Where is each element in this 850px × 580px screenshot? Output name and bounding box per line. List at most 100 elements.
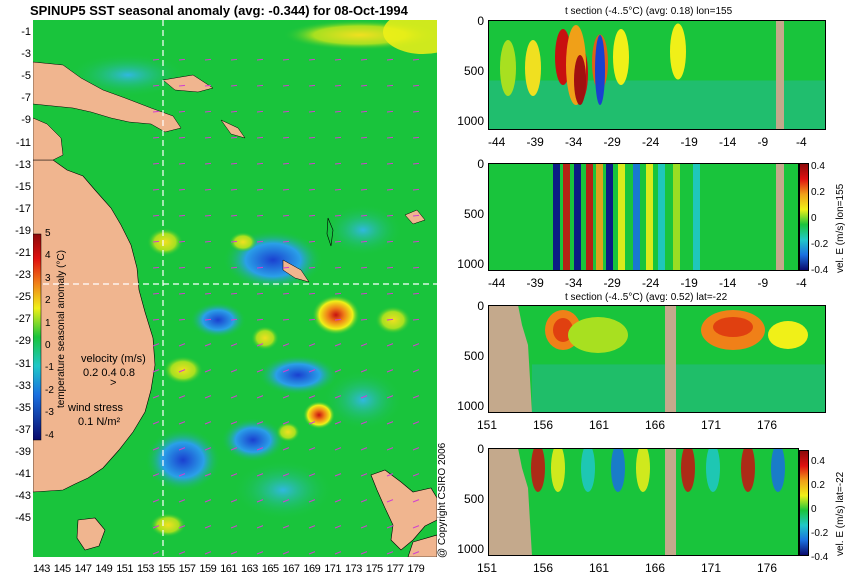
wind-vector — [412, 162, 420, 165]
wind-vector — [386, 240, 394, 243]
wind-vector — [256, 84, 264, 87]
velocity-band — [563, 163, 570, 271]
wind-vector — [204, 292, 212, 295]
wind-vector — [282, 551, 290, 555]
map-x-tick: 155 — [157, 563, 175, 575]
wind-vector — [282, 136, 290, 139]
wind-vector — [386, 343, 394, 347]
wind-vector — [412, 240, 420, 243]
wind-vector — [230, 292, 238, 295]
map-y-tick: -29 — [15, 335, 31, 348]
map-y-tick: -31 — [15, 357, 31, 370]
wind-vector — [152, 421, 160, 425]
velocity-colorbar-tick: -0.4 — [811, 265, 829, 276]
wind-vector — [256, 447, 264, 451]
wind-vector — [178, 162, 186, 165]
section-x-tick: -39 — [526, 276, 544, 290]
warm-anomaly — [768, 321, 808, 349]
wind-vector — [204, 214, 212, 217]
wind-vector — [334, 266, 342, 269]
wind-vector — [152, 318, 160, 321]
section-y-tick: 1000 — [457, 114, 484, 128]
wind-vector — [334, 292, 342, 295]
wind-vector — [230, 395, 238, 399]
map-y-tick: -27 — [15, 313, 31, 326]
map-x-tick: 177 — [386, 563, 404, 575]
wind-vector — [282, 162, 290, 165]
wind-vector — [178, 525, 186, 529]
wind-vector — [256, 58, 264, 61]
wind-vector — [282, 292, 290, 295]
wind-vector — [412, 84, 420, 87]
section-land — [665, 448, 676, 556]
wind-vector — [412, 292, 420, 295]
velocity-colorbar-tick: 0 — [811, 504, 817, 515]
wind-vector — [152, 84, 160, 87]
wind-vector — [152, 110, 160, 113]
wind-vector — [178, 395, 186, 399]
map-y-tick: -11 — [15, 136, 31, 149]
map-y-tick: -19 — [15, 224, 31, 237]
section-x-tick: 156 — [533, 418, 554, 432]
wind-vector — [334, 395, 342, 399]
map-y-tick: -13 — [15, 158, 31, 171]
map-x-tick: 169 — [303, 563, 321, 575]
wind-vector — [282, 188, 290, 191]
wind-vector — [204, 369, 212, 373]
wind-vector — [152, 551, 160, 555]
wind-vector — [256, 188, 264, 191]
wind-vector — [360, 110, 368, 113]
wind-vector — [282, 214, 290, 217]
wind-vector — [256, 214, 264, 217]
wind-vector — [204, 395, 212, 399]
wind-vector — [256, 292, 264, 295]
colorbar-tick: 3 — [45, 272, 51, 284]
wind-vector — [256, 162, 264, 165]
section-y-tick: 1000 — [457, 257, 484, 271]
section-y-tick: 1000 — [457, 399, 484, 413]
velocity-band — [771, 448, 785, 492]
wind-vector — [178, 551, 186, 555]
section-x-tick: -24 — [642, 135, 660, 149]
colorbar-tick: 5 — [45, 228, 51, 239]
wind-vector — [334, 214, 342, 217]
section-x-tick: -14 — [719, 135, 737, 149]
wind-vector — [152, 188, 160, 191]
wind-vector — [308, 188, 316, 191]
wind-vector — [412, 110, 420, 113]
wind-vector — [178, 266, 186, 269]
wind-vector — [360, 473, 368, 477]
section-frame — [488, 20, 826, 130]
velocity-band — [681, 448, 695, 492]
section4-colorbar-label: vel. E (m/s) lat=-22 — [835, 471, 846, 556]
wind-vector — [230, 266, 238, 269]
section-x-tick: -9 — [757, 276, 769, 290]
colorbar-tick: -1 — [45, 362, 54, 374]
section-y-tick: 500 — [463, 207, 484, 221]
wind-vector — [386, 214, 394, 217]
wind-vector — [230, 447, 238, 451]
wind-vector — [282, 318, 290, 321]
wind-vector — [412, 395, 420, 399]
wind-vector — [308, 499, 316, 503]
section-land — [776, 20, 784, 130]
map-x-tick: 175 — [365, 563, 383, 575]
wind-vector — [360, 551, 368, 555]
wind-vector — [152, 214, 160, 217]
colorbar-tick: 0 — [45, 340, 51, 351]
wind-vector — [282, 447, 290, 451]
wind-vector — [308, 369, 316, 373]
section2-colorbar-label: vel. E (m/s) lon=155 — [835, 183, 846, 273]
wind-vector — [360, 266, 368, 269]
map-x-tick: 171 — [324, 563, 342, 575]
wind-vector — [360, 214, 368, 217]
map-colorbar — [33, 233, 42, 441]
sst-map-panel — [33, 20, 437, 557]
wind-vectors — [152, 58, 420, 555]
section-y-tick: 0 — [477, 14, 484, 28]
wind-vector — [386, 499, 394, 503]
section-x-tick: -24 — [642, 276, 660, 290]
colorbar-tick: 2 — [45, 295, 51, 307]
map-x-tick: 165 — [261, 563, 279, 575]
warm-anomaly — [553, 318, 573, 342]
